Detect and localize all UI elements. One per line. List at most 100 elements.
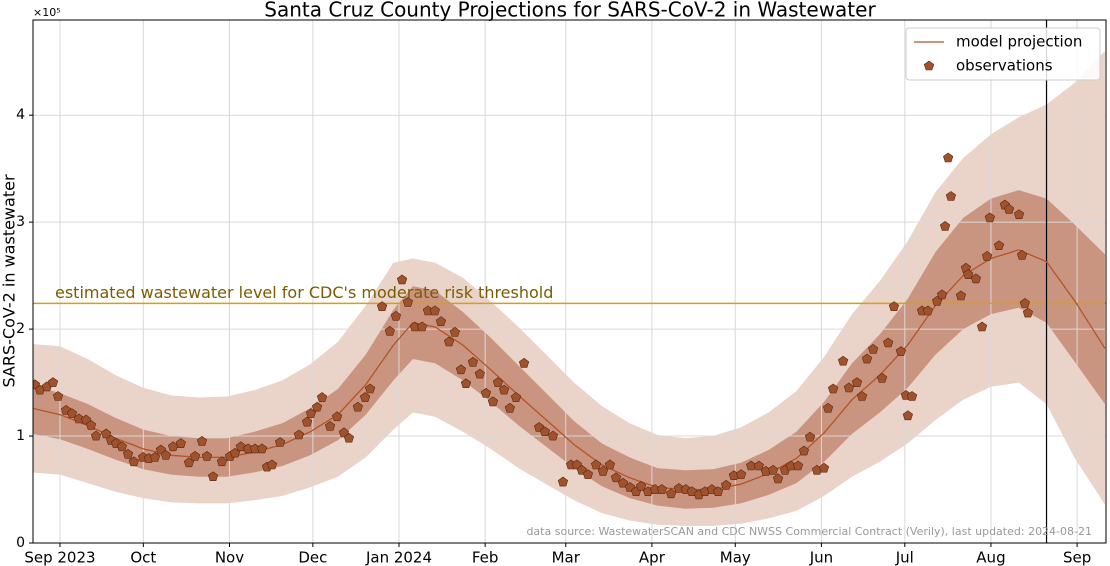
observation-point [798, 445, 810, 456]
x-tick-label: Nov [215, 549, 244, 566]
observation-point [324, 421, 336, 431]
x-tick-label: Sep [1063, 549, 1091, 566]
observation-point [1022, 307, 1034, 318]
observation-point [435, 316, 447, 327]
observation-point [590, 459, 602, 470]
observation-point [201, 451, 213, 461]
observation-point [635, 480, 647, 491]
observation-point [487, 396, 499, 407]
x-tick-label: May [720, 549, 751, 566]
observation-point [390, 310, 402, 321]
chart-title: Santa Cruz County Projections for SARS-C… [264, 0, 876, 22]
x-tick-label: Jul [895, 549, 914, 566]
observation-point [936, 289, 948, 300]
observation-point [207, 471, 219, 482]
x-tick-label: Jan 2024 [365, 549, 432, 566]
observation-point [617, 477, 629, 488]
observation-point [364, 383, 376, 394]
observation-point [963, 269, 974, 279]
observation-point [1016, 249, 1028, 260]
y-tick-label: 2 [16, 321, 25, 337]
observation-point [504, 402, 515, 413]
uncertainty-band [33, 190, 1105, 509]
observation-point [359, 392, 371, 402]
x-tick-label: Aug [976, 549, 1005, 566]
y-tick-label: 4 [16, 107, 25, 123]
y-tick-label: 0 [16, 535, 25, 551]
observation-point [843, 382, 855, 393]
observation-point [1019, 298, 1030, 308]
observation-point [720, 479, 732, 490]
observation-point [128, 456, 139, 467]
legend-swatch [923, 60, 935, 71]
marks [33, 20, 1106, 543]
observation-point [376, 301, 388, 312]
observation-point [416, 321, 428, 332]
observation-point [449, 326, 460, 337]
observation-point [216, 456, 228, 467]
observation-point [443, 336, 455, 347]
observation-point [343, 432, 355, 443]
observation-point [274, 437, 286, 447]
x-tick-label: Oct [130, 549, 156, 566]
x-tick-label: Dec [298, 549, 327, 566]
observation-point [772, 473, 784, 484]
observation-point [311, 401, 323, 412]
footnote: data source: WastewaterSCAN and CDC NWSS… [526, 525, 1092, 538]
legend-label: observations [956, 57, 1053, 75]
observation-point [66, 408, 78, 418]
observation-point [518, 357, 530, 368]
observation-point [861, 353, 873, 364]
observation-point [510, 392, 522, 402]
observation-point [818, 462, 830, 473]
observation-point [149, 452, 161, 462]
observation-point [266, 459, 278, 470]
observation-point [316, 392, 328, 402]
legend-label: model projection [956, 33, 1082, 51]
observation-point [235, 441, 246, 452]
x-tick-label: Sep 2023 [24, 549, 95, 566]
observation-point [571, 459, 582, 470]
y-tick-label: 1 [16, 428, 25, 444]
observation-point [539, 426, 551, 437]
observation-point [474, 368, 485, 379]
observation-point [85, 420, 97, 430]
observation-point [883, 337, 894, 348]
observation-point [557, 476, 569, 487]
observation-point [895, 346, 907, 356]
observation-point [827, 383, 839, 394]
x-tick-label: Feb [472, 549, 499, 566]
observation-point [160, 449, 171, 460]
observation-point [116, 441, 128, 452]
y-multiplier: ×10⁵ [33, 6, 61, 19]
observation-point [384, 325, 395, 336]
observation-point [293, 429, 305, 440]
observation-point [175, 438, 186, 448]
observation-point [547, 430, 559, 441]
observation-point [822, 402, 834, 413]
y-axis-label: SARS-CoV-2 in wastewater [0, 174, 19, 387]
observation-point [993, 240, 1005, 250]
x-tick-label: Apr [639, 549, 666, 566]
legend-box [905, 27, 1101, 81]
observation-point [498, 384, 510, 395]
observation-point [480, 387, 492, 398]
observation-point [767, 464, 779, 475]
observation-point [196, 436, 208, 446]
x-tick-label: Mar [552, 549, 581, 566]
plot-frame [32, 19, 1107, 544]
observation-point [792, 460, 804, 471]
observation-point [922, 305, 933, 316]
labels: 0 1 2 3 4 Sep 2023 Oct Nov Dec Jan 2024 Feb Mar Apr M… [16, 27, 1101, 566]
observation-point [1003, 203, 1015, 214]
observation-point [876, 372, 888, 383]
observation-point [665, 488, 677, 499]
observation-point [90, 430, 102, 441]
observation-point [753, 460, 764, 471]
bands [33, 51, 1105, 526]
observation-point [73, 413, 84, 424]
observation-point [256, 443, 268, 454]
observation-point [455, 364, 467, 375]
observation-point [970, 273, 982, 284]
